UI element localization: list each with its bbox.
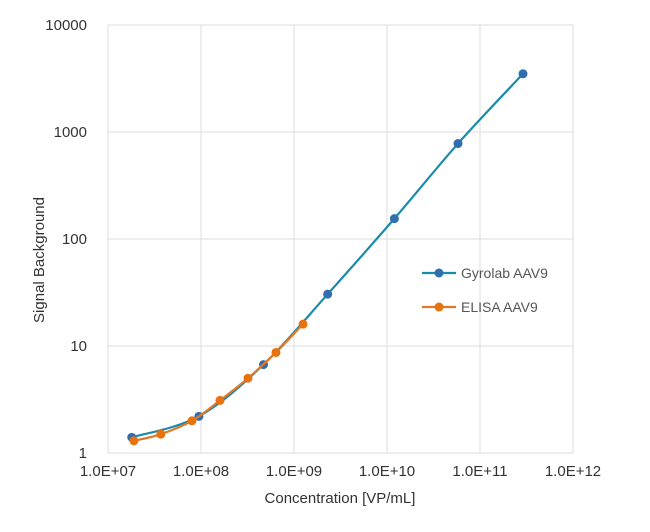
y-axis-title: Signal Background <box>31 197 48 323</box>
legend-item-elisa: ELISA AAV9 <box>422 299 538 315</box>
tick-labels: 1.0E+07 1.0E+08 1.0E+09 1.0E+10 1.0E+11 1.0E+… <box>45 17 601 480</box>
data-point <box>389 214 399 224</box>
x-axis-title: Concentration [VP/mL] <box>265 490 416 507</box>
legend-marker-elisa <box>434 302 444 312</box>
x-tick-label: 1.0E+07 <box>80 463 136 480</box>
data-point <box>215 395 225 405</box>
legend-label-elisa: ELISA AAV9 <box>461 299 538 315</box>
data-point <box>129 436 139 446</box>
y-tick-label: 10000 <box>45 17 87 34</box>
data-point <box>156 429 166 439</box>
data-point <box>298 319 308 329</box>
x-tick-label: 1.0E+11 <box>452 463 507 480</box>
x-tick-label: 1.0E+09 <box>266 463 322 480</box>
data-point <box>271 347 281 357</box>
legend-label-gyrolab: Gyrolab AAV9 <box>461 265 548 281</box>
data-point <box>187 416 197 426</box>
y-tick-label: 10 <box>70 338 87 355</box>
data-point <box>453 139 463 149</box>
x-tick-label: 1.0E+08 <box>173 463 229 480</box>
legend: Gyrolab AAV9 ELISA AAV9 <box>422 265 548 315</box>
grid <box>107 24 574 454</box>
series-elisa <box>129 319 308 446</box>
y-tick-label: 1 <box>79 445 87 462</box>
data-point <box>518 69 528 79</box>
x-tick-label: 1.0E+10 <box>359 463 415 480</box>
y-tick-label: 100 <box>62 231 87 248</box>
legend-marker-gyrolab <box>434 268 444 278</box>
x-tick-label: 1.0E+12 <box>545 463 601 480</box>
legend-item-gyrolab: Gyrolab AAV9 <box>422 265 548 281</box>
series-layer <box>127 69 528 446</box>
data-point <box>243 373 253 383</box>
data-point <box>323 289 333 299</box>
y-tick-label: 1000 <box>54 124 87 141</box>
